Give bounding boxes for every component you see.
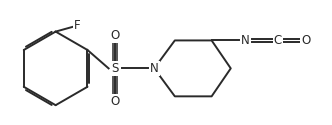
Text: O: O (111, 95, 120, 108)
Text: F: F (73, 19, 80, 32)
Text: C: C (274, 34, 282, 47)
Text: N: N (150, 62, 159, 75)
Text: N: N (241, 34, 250, 47)
Text: O: O (111, 29, 120, 42)
Text: S: S (112, 62, 119, 75)
Text: O: O (301, 34, 310, 47)
